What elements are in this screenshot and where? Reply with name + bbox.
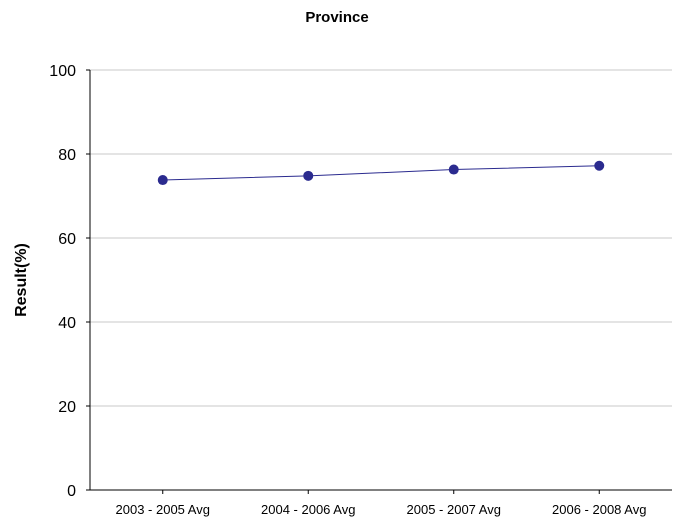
y-tick-label: 0: [67, 483, 76, 500]
axes: [86, 69, 672, 494]
x-tick-labels: 2003 - 2005 Avg 2004 - 2006 Avg 2005 - 200…: [116, 502, 647, 517]
x-tick-label: 2005 - 2007 Avg: [407, 502, 501, 517]
chart-title: Province: [305, 9, 368, 26]
data-series: [157, 160, 605, 186]
y-tick-labels: 0 20 40 60 80 100: [49, 63, 76, 500]
y-tick-label: 20: [58, 399, 76, 416]
data-point: [594, 160, 605, 171]
data-point: [157, 175, 168, 186]
data-point: [303, 170, 314, 181]
y-tick-label: 40: [58, 315, 76, 332]
y-tick-label: 80: [58, 147, 76, 164]
series-line: [162, 165, 600, 181]
y-axis-label: Result(%): [13, 243, 30, 317]
y-tick-label: 60: [58, 231, 76, 248]
x-tick-label: 2004 - 2006 Avg: [261, 502, 355, 517]
grid-lines: [90, 69, 672, 407]
x-tick-label: 2006 - 2008 Avg: [552, 502, 646, 517]
x-tick-label: 2003 - 2005 Avg: [116, 502, 210, 517]
data-point: [448, 164, 459, 175]
y-tick-label: 100: [49, 63, 76, 80]
